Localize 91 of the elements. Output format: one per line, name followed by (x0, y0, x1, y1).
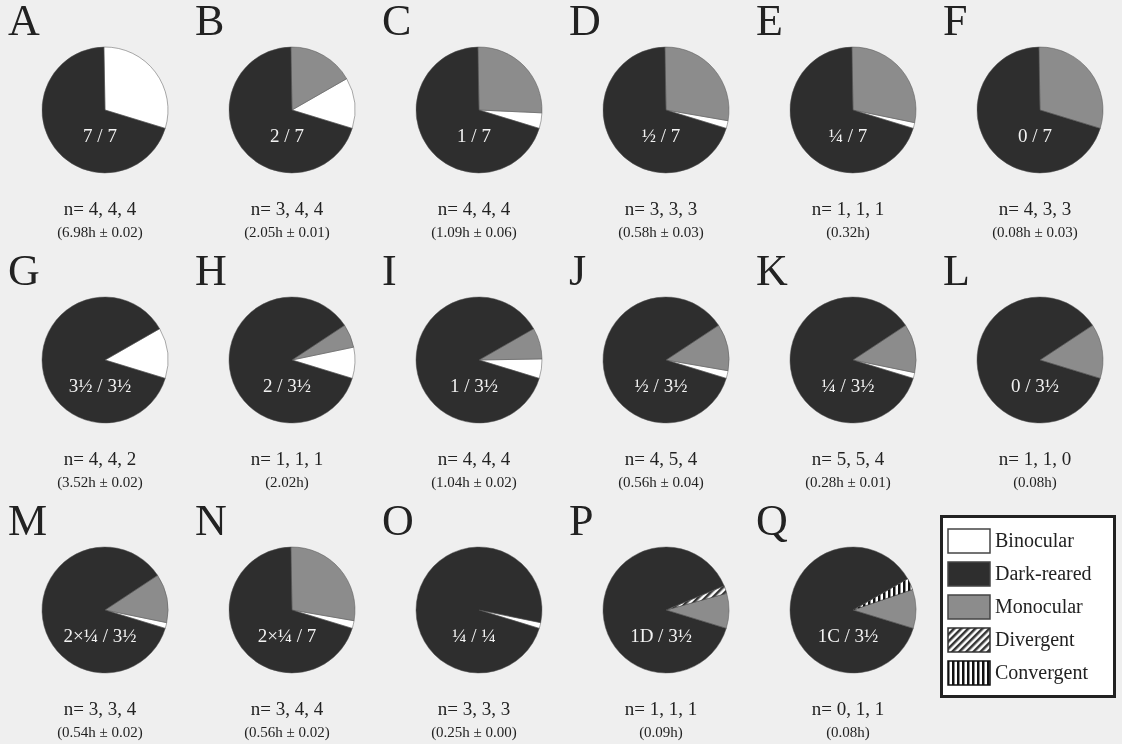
text: (0.58h ± 0.03) (617, 224, 705, 241)
text: (0.08h ± 0.03) (991, 224, 1079, 241)
chart-title: O (382, 496, 414, 546)
text: (0.08h) (1012, 474, 1058, 491)
text: 3½ / 3½ (67, 375, 133, 397)
text: (0.28h ± 0.01) (804, 474, 892, 491)
legend-label: Convergent (995, 661, 1088, 684)
text: n= 0, 1, 1 (810, 698, 886, 720)
chart-title: I (382, 246, 397, 296)
text: n= 3, 3, 4 (62, 698, 138, 720)
chart-title: B (195, 0, 225, 46)
pie-slice (789, 296, 914, 424)
text: 0 / 7 (1017, 125, 1053, 147)
pie-slice (228, 296, 353, 424)
text: 2 / 7 (269, 125, 305, 147)
pie-slice (415, 546, 543, 674)
text: n= 1, 1, 1 (249, 448, 325, 470)
text: n= 4, 5, 4 (623, 448, 699, 470)
chart-title: P (569, 496, 594, 546)
text: 1 / 7 (456, 125, 492, 147)
pie-slice (415, 46, 540, 174)
text: n= 3, 4, 4 (249, 698, 325, 720)
text: n= 3, 3, 3 (436, 698, 512, 720)
text: ½ / 3½ (633, 375, 689, 397)
text: 2×¼ / 3½ (62, 625, 138, 647)
text: (1.09h ± 0.06) (430, 224, 518, 241)
chart-title: H (195, 246, 227, 296)
pie-slice (976, 296, 1101, 424)
pie-slice (789, 46, 914, 174)
text: n= 1, 1, 1 (810, 198, 886, 220)
text: (1.04h ± 0.02) (430, 474, 518, 491)
text: 0 / 3½ (1010, 375, 1060, 397)
text: (6.98h ± 0.02) (56, 224, 144, 241)
pie-slice (415, 296, 540, 424)
text: n= 4, 4, 4 (62, 198, 138, 220)
text: 7 / 7 (82, 125, 118, 147)
legend-label: Monocular (995, 595, 1083, 618)
pie-slice (602, 296, 727, 424)
text: n= 5, 5, 4 (810, 448, 886, 470)
pie-slice (228, 46, 353, 174)
chart-title: K (756, 246, 788, 296)
text: (3.52h ± 0.02) (56, 474, 144, 491)
text: (0.56h ± 0.02) (243, 724, 331, 741)
text: ¼ / 3½ (820, 375, 876, 397)
pie-slice (852, 578, 913, 611)
text: (0.08h) (825, 724, 871, 741)
text: (0.32h) (825, 224, 871, 241)
text: n= 3, 3, 3 (623, 198, 699, 220)
text: 2 / 3½ (262, 375, 312, 397)
text: 1D / 3½ (629, 625, 693, 647)
chart-title: C (382, 0, 412, 46)
text: n= 4, 3, 3 (997, 198, 1073, 220)
pie-slice (976, 46, 1101, 174)
text: (0.54h ± 0.02) (56, 724, 144, 741)
text: (0.25h ± 0.00) (430, 724, 518, 741)
text: ½ / 7 (640, 125, 682, 147)
chart-title: M (8, 496, 48, 546)
chart-title: L (943, 246, 970, 296)
chart-title: A (8, 0, 40, 46)
text: (2.05h ± 0.01) (243, 224, 331, 241)
pie-slice (41, 546, 166, 674)
text: n= 1, 1, 0 (997, 448, 1073, 470)
pie-slice (41, 296, 166, 424)
legend-label: Divergent (995, 628, 1075, 651)
chart-title: F (943, 0, 968, 46)
chart-title: G (8, 246, 40, 296)
chart-title: E (756, 0, 783, 46)
pie-slice (602, 46, 727, 174)
text: (0.09h) (638, 724, 684, 741)
text: n= 4, 4, 2 (62, 448, 138, 470)
chart-title: N (195, 496, 227, 546)
pie-slice (602, 546, 727, 674)
text: ¼ / 7 (827, 125, 869, 147)
text: n= 3, 4, 4 (249, 198, 325, 220)
chart-title: J (569, 246, 587, 296)
text: n= 4, 4, 4 (436, 198, 512, 220)
text: 1 / 3½ (449, 375, 499, 397)
text: n= 4, 4, 4 (436, 448, 512, 470)
text: 2×¼ / 7 (256, 625, 318, 647)
pie-slice (41, 46, 166, 174)
chart-title: Q (756, 496, 788, 546)
text: ¼ / ¼ (451, 625, 497, 647)
chart-title: D (569, 0, 601, 46)
legend-label: Dark-reared (995, 562, 1092, 585)
pie-slice (228, 546, 353, 674)
pie-slice (789, 546, 914, 674)
text: (0.56h ± 0.04) (617, 474, 705, 491)
text: (2.02h) (264, 474, 310, 491)
legend-label: Binocular (995, 529, 1074, 552)
text: n= 1, 1, 1 (623, 698, 699, 720)
text: 1C / 3½ (816, 625, 880, 647)
